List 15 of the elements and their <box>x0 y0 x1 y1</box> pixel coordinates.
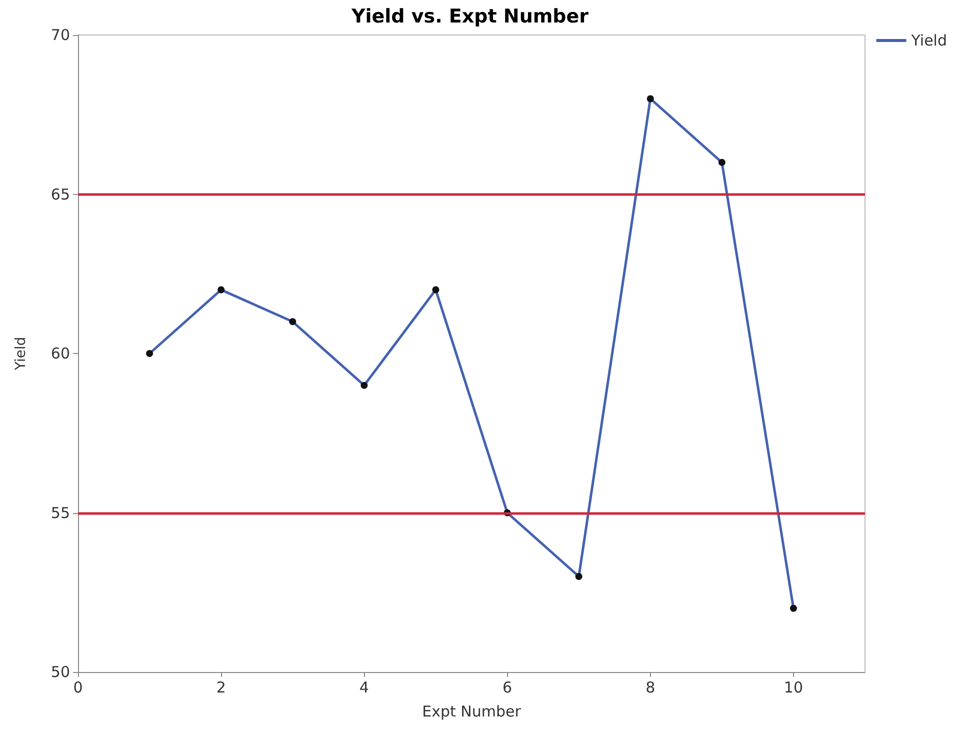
y-tick-label: 55 <box>50 504 70 522</box>
y-tick-label: 50 <box>50 663 70 681</box>
x-axis-title: Expt Number <box>422 702 522 720</box>
x-tick-label: 0 <box>73 678 83 696</box>
y-tick-label: 65 <box>50 185 70 204</box>
y-axis-title: Yield <box>13 336 29 372</box>
y-tick-label: 60 <box>50 344 70 362</box>
x-tick-label: 10 <box>784 678 803 696</box>
x-tick-label: 2 <box>216 678 226 696</box>
x-tick-label: 4 <box>359 678 369 696</box>
y-tick-label: 70 <box>50 26 70 44</box>
x-tick-label: 6 <box>502 678 512 696</box>
chart-title: Yield vs. Expt Number <box>350 6 590 28</box>
x-tick-label: 8 <box>646 678 656 696</box>
legend-label: Yield <box>910 32 948 50</box>
